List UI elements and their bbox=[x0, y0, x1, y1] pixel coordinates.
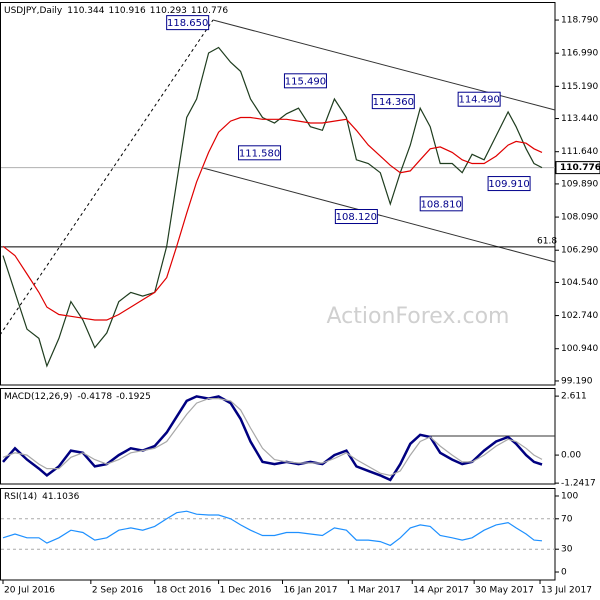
macd-title: MACD(12,26,9) bbox=[4, 392, 72, 402]
annotation-box bbox=[334, 209, 378, 225]
y-tick-label: 0.00 bbox=[561, 451, 581, 461]
price-header: USDJPY,Daily 110.344 110.916 110.293 110.776 bbox=[4, 6, 228, 16]
macd-header: MACD(12,26,9) -0.4178 -0.1925 bbox=[4, 392, 151, 402]
y-tick-label: 100 bbox=[561, 491, 578, 501]
y-tick-label: 106.290 bbox=[561, 246, 598, 256]
y-tick-label: 104.540 bbox=[561, 278, 598, 288]
y-tick-label: 2.611 bbox=[561, 392, 587, 402]
y-tick-label: 108.090 bbox=[561, 213, 598, 223]
current-price-label: 110.776 bbox=[560, 163, 600, 173]
x-tick-label: 1 Mar 2017 bbox=[349, 586, 400, 596]
rsi-title: RSI(14) bbox=[4, 492, 37, 502]
y-tick-label: 115.190 bbox=[561, 82, 598, 92]
low: 110.293 bbox=[150, 6, 187, 16]
series-line bbox=[2, 398, 543, 477]
annotation-label: 114.360 bbox=[373, 97, 414, 108]
y-tick-label: 116.990 bbox=[561, 49, 598, 59]
annotation-box bbox=[238, 145, 282, 161]
rsi-panel bbox=[0, 488, 556, 581]
y-tick-label: 109.890 bbox=[561, 179, 598, 189]
rsi-header: RSI(14) 41.1036 bbox=[4, 492, 80, 502]
y-tick-label: -1.2417 bbox=[561, 479, 596, 489]
macd-main: -0.4178 bbox=[77, 392, 112, 402]
series-line bbox=[2, 46, 543, 368]
y-tick-label: 0 bbox=[561, 568, 567, 578]
high: 110.916 bbox=[108, 6, 145, 16]
y-tick-label: 30 bbox=[561, 545, 573, 555]
close: 110.776 bbox=[191, 6, 228, 16]
x-tick-label: 2 Sep 2016 bbox=[92, 586, 144, 596]
annotation-box bbox=[371, 94, 415, 110]
rsi-value: 41.1036 bbox=[42, 492, 79, 502]
annotation-box bbox=[487, 176, 531, 192]
annotation-box bbox=[166, 15, 210, 31]
x-tick-label: 20 Jul 2016 bbox=[4, 586, 55, 596]
annotation-label: 108.120 bbox=[336, 212, 377, 223]
annotation-label: 114.490 bbox=[458, 95, 499, 106]
annotation-box bbox=[419, 196, 463, 212]
y-tick-label: 102.740 bbox=[561, 311, 598, 321]
annotation-box bbox=[283, 73, 327, 89]
series-line bbox=[2, 510, 543, 547]
y-tick-label: 111.640 bbox=[561, 147, 598, 157]
symbol: USDJPY,Daily bbox=[4, 6, 63, 16]
x-tick-label: 1 Dec 2016 bbox=[220, 586, 272, 596]
series-line bbox=[2, 116, 543, 321]
y-tick-label: 118.790 bbox=[561, 16, 598, 26]
y-tick-label: 113.440 bbox=[561, 114, 598, 124]
annotation-box bbox=[457, 91, 501, 107]
current-price-box bbox=[555, 161, 600, 175]
x-tick-label: 13 Jul 2017 bbox=[541, 586, 592, 596]
fib-label: 61.8 bbox=[537, 236, 557, 246]
price-panel bbox=[0, 2, 556, 386]
x-tick-label: 18 Oct 2016 bbox=[156, 586, 212, 596]
watermark: ActionForex.com bbox=[327, 304, 510, 329]
open: 110.344 bbox=[67, 6, 104, 16]
annotation-label: 108.810 bbox=[421, 199, 462, 210]
x-tick-label: 14 Apr 2017 bbox=[413, 586, 469, 596]
y-tick-label: 70 bbox=[561, 514, 573, 524]
x-tick-label: 16 Jan 2017 bbox=[283, 586, 337, 596]
y-tick-label: 99.190 bbox=[561, 376, 593, 386]
y-tick-label: 100.940 bbox=[561, 344, 598, 354]
annotation-label: 118.650 bbox=[167, 18, 208, 29]
annotation-label: 111.580 bbox=[239, 148, 280, 159]
annotation-label: 115.490 bbox=[285, 76, 326, 87]
macd-signal: -0.1925 bbox=[116, 392, 151, 402]
channel-lower bbox=[202, 167, 556, 263]
annotation-label: 109.910 bbox=[488, 179, 529, 190]
series-line bbox=[2, 395, 543, 482]
x-tick-label: 30 May 2017 bbox=[475, 586, 534, 596]
